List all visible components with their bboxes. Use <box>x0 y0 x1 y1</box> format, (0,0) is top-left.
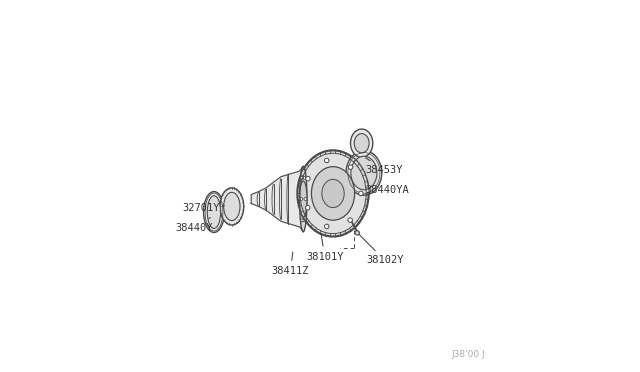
Ellipse shape <box>207 196 221 228</box>
Circle shape <box>300 198 303 201</box>
Text: 38440YA: 38440YA <box>365 182 410 195</box>
Ellipse shape <box>354 134 369 153</box>
Polygon shape <box>251 166 303 232</box>
Circle shape <box>348 218 353 222</box>
Text: 38453Y: 38453Y <box>365 158 403 175</box>
Circle shape <box>324 158 329 163</box>
Circle shape <box>306 176 310 181</box>
Circle shape <box>305 205 310 210</box>
Ellipse shape <box>204 192 225 232</box>
Circle shape <box>301 176 303 179</box>
Text: 32701Y: 32701Y <box>182 203 225 213</box>
Circle shape <box>324 224 329 229</box>
Ellipse shape <box>351 156 377 190</box>
Text: 38101Y: 38101Y <box>306 234 344 262</box>
Circle shape <box>303 176 306 179</box>
Circle shape <box>301 219 303 222</box>
Circle shape <box>355 231 360 235</box>
Ellipse shape <box>300 166 307 232</box>
Ellipse shape <box>220 188 244 225</box>
Ellipse shape <box>312 167 355 220</box>
Circle shape <box>358 191 363 196</box>
Ellipse shape <box>346 151 381 195</box>
Text: 38102Y: 38102Y <box>359 234 404 265</box>
Text: 38411Z: 38411Z <box>271 252 309 276</box>
Ellipse shape <box>322 179 344 208</box>
Ellipse shape <box>298 151 369 236</box>
Circle shape <box>304 198 307 201</box>
Text: 38440Y: 38440Y <box>175 218 213 232</box>
Ellipse shape <box>223 192 240 221</box>
Circle shape <box>348 165 353 169</box>
Text: J38'00 J: J38'00 J <box>452 350 486 359</box>
Circle shape <box>303 219 306 222</box>
Ellipse shape <box>300 181 307 217</box>
Ellipse shape <box>351 129 373 157</box>
